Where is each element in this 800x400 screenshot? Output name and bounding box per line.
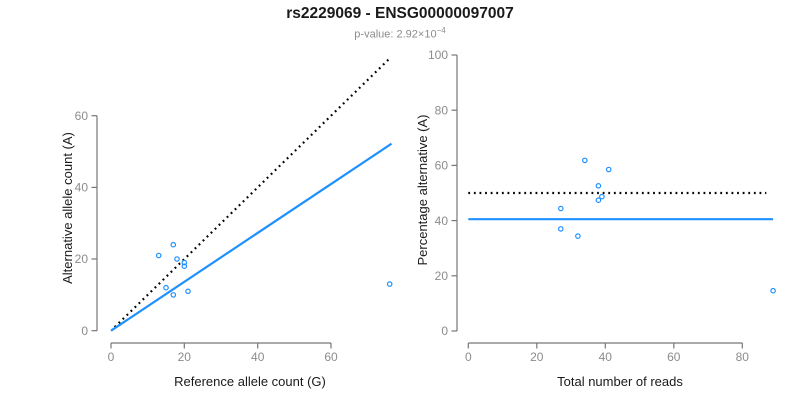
data-point xyxy=(595,197,602,204)
data-point xyxy=(170,241,177,248)
y-tick-label: 100 xyxy=(428,48,448,62)
y-tick-label: 80 xyxy=(435,103,449,117)
data-point xyxy=(386,281,393,287)
data-point xyxy=(595,183,602,189)
x-axis-title: Total number of reads xyxy=(557,374,683,389)
y-tick-label: 0 xyxy=(441,324,448,338)
x-tick-label: 0 xyxy=(108,350,115,364)
x-tick-label: 40 xyxy=(251,350,265,364)
data-point xyxy=(170,292,177,298)
x-tick-label: 60 xyxy=(324,350,338,364)
y-tick-label: 20 xyxy=(435,269,449,283)
y-tick-label: 40 xyxy=(435,214,449,228)
x-tick-label: 20 xyxy=(178,350,192,364)
allele-count-panel: Reference allele count (G) Alternative a… xyxy=(60,57,393,389)
x-tick-label: 0 xyxy=(465,350,472,364)
data-point xyxy=(181,263,188,270)
x-tick-label: 20 xyxy=(530,350,544,364)
percentage-panel: Total number of reads Percentage alterna… xyxy=(415,48,776,389)
x-tick-label: 40 xyxy=(599,350,613,364)
identity-line xyxy=(113,57,391,328)
y-axis-title: Percentage alternative (A) xyxy=(415,114,430,265)
pvalue-text: p-value: 2.92×10 xyxy=(354,28,437,41)
data-point xyxy=(174,256,180,262)
x-axis-title: Reference allele count (G) xyxy=(174,374,326,389)
data-point xyxy=(558,226,564,232)
data-point xyxy=(155,252,162,259)
pvalue-exponent: −4 xyxy=(436,26,446,35)
y-tick-label: 20 xyxy=(75,252,89,266)
data-point xyxy=(599,193,605,200)
y-tick-label: 0 xyxy=(81,324,88,338)
x-tick-label: 80 xyxy=(736,350,750,364)
y-tick-label: 60 xyxy=(75,109,89,123)
y-axis-title: Alternative allele count (A) xyxy=(60,132,75,284)
data-point xyxy=(770,287,776,294)
fit-line xyxy=(110,142,393,332)
data-point xyxy=(181,259,188,266)
figure-title: rs2229069 - ENSG00000097007 xyxy=(286,5,514,22)
y-tick-label: 60 xyxy=(435,159,449,173)
data-point xyxy=(582,157,588,164)
data-point xyxy=(163,284,169,291)
x-tick-label: 60 xyxy=(667,350,681,364)
data-point xyxy=(185,288,191,295)
figure-subtitle: p-value: 2.92×10−4 xyxy=(0,24,800,42)
y-tick-label: 40 xyxy=(75,181,89,195)
data-point xyxy=(558,205,564,212)
data-point xyxy=(575,233,581,239)
data-point xyxy=(605,166,612,173)
